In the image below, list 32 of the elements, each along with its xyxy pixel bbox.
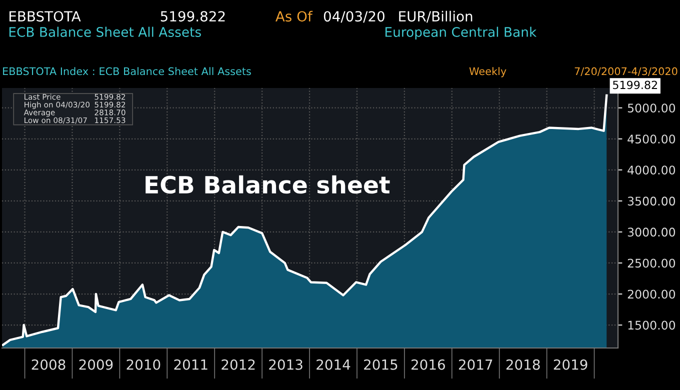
y-tick-label: 1500.00 [628, 320, 676, 330]
text: European Central Bank [385, 26, 537, 40]
text: As Of [276, 10, 313, 22]
y-tick-label: 3000.00 [628, 228, 676, 237]
y-tick-label: 4000.00 [628, 166, 676, 175]
text: 04/03/20 [324, 11, 384, 23]
y-tick-label: 5000.00 [628, 104, 676, 113]
x-tick-label: 2013 [269, 359, 302, 370]
text: EUR/Billion [399, 10, 472, 23]
text: EBBSTOTA Index : ECB Balance Sheet All Assets [3, 67, 251, 76]
text: ECB Balance sheet [146, 175, 390, 194]
x-tick-label: 2019 [554, 359, 588, 370]
x-tick-label: 2008 [32, 359, 66, 370]
x-tick-label: 2011 [174, 359, 208, 370]
y-tick-label: 4500.00 [628, 134, 676, 144]
text: ECB Balance Sheet All Assets [9, 26, 201, 37]
x-tick-label: 2018 [506, 359, 540, 370]
text: EBBSTOTA [10, 11, 81, 22]
x-tick-label: 2015 [364, 359, 398, 370]
text: 5199.822 [160, 11, 225, 22]
x-tick-label: 2016 [412, 359, 445, 370]
annotation: 5199.82 [613, 80, 657, 90]
y-tick-label: 3500.00 [628, 196, 676, 206]
x-tick-label: 2009 [79, 359, 113, 370]
y-tick-label: 2000.00 [628, 290, 676, 299]
x-tick-label: 2017 [458, 359, 492, 370]
x-tick-label: 2010 [126, 359, 160, 370]
x-tick-label: 2014 [316, 359, 350, 370]
y-tick-label: 2500.00 [628, 258, 676, 268]
text: Weekly [469, 67, 506, 78]
text: 7/20/2007-4/3/2020 [574, 67, 678, 76]
x-tick-label: 2012 [222, 359, 255, 370]
